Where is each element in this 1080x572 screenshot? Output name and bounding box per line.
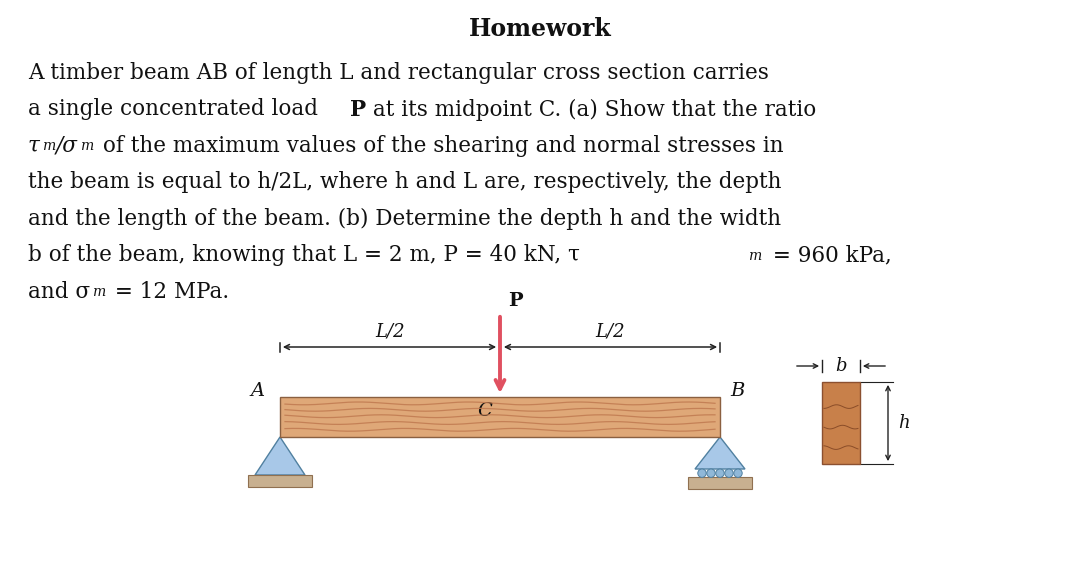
Bar [688, 478, 752, 490]
Text: P: P [508, 292, 523, 310]
Text: b: b [835, 357, 847, 375]
Text: A timber beam AB of length L and rectangular cross section carries: A timber beam AB of length L and rectang… [28, 62, 769, 84]
Polygon shape [696, 437, 745, 469]
Text: P: P [350, 98, 366, 121]
Text: m: m [92, 285, 105, 299]
Text: of the maximum values of the shearing and normal stresses in: of the maximum values of the shearing an… [96, 135, 784, 157]
Circle shape [706, 469, 715, 478]
Text: L/2: L/2 [595, 323, 625, 341]
Bar [248, 475, 312, 487]
Text: the beam is equal to h/2L, where h and L are, respectively, the depth: the beam is equal to h/2L, where h and L… [28, 172, 782, 193]
Text: τ: τ [28, 135, 40, 157]
Circle shape [725, 469, 733, 478]
Bar [280, 397, 720, 437]
Bar [822, 382, 860, 464]
Text: a single concentrated load: a single concentrated load [28, 98, 325, 121]
Text: m: m [80, 139, 93, 153]
Circle shape [733, 469, 742, 478]
Text: L/2: L/2 [375, 323, 405, 341]
Text: m: m [748, 248, 761, 263]
Text: B: B [730, 382, 744, 400]
Text: = 12 MPa.: = 12 MPa. [108, 281, 229, 303]
Text: C: C [477, 402, 492, 420]
Text: h: h [897, 414, 909, 432]
Polygon shape [255, 437, 305, 475]
Text: m: m [42, 139, 55, 153]
Circle shape [716, 469, 725, 478]
Circle shape [698, 469, 706, 478]
Text: and the length of the beam. (b) Determine the depth h and the width: and the length of the beam. (b) Determin… [28, 208, 781, 230]
Text: = 960 kPa,: = 960 kPa, [766, 244, 892, 267]
Text: /σ: /σ [56, 135, 78, 157]
Text: A: A [251, 382, 265, 400]
Text: at its midpoint C. (a) Show that the ratio: at its midpoint C. (a) Show that the rat… [366, 98, 816, 121]
Text: b of the beam, knowing that L = 2 m, P = 40 kN, τ: b of the beam, knowing that L = 2 m, P =… [28, 244, 580, 267]
Text: Homework: Homework [469, 17, 611, 41]
Text: and σ: and σ [28, 281, 90, 303]
